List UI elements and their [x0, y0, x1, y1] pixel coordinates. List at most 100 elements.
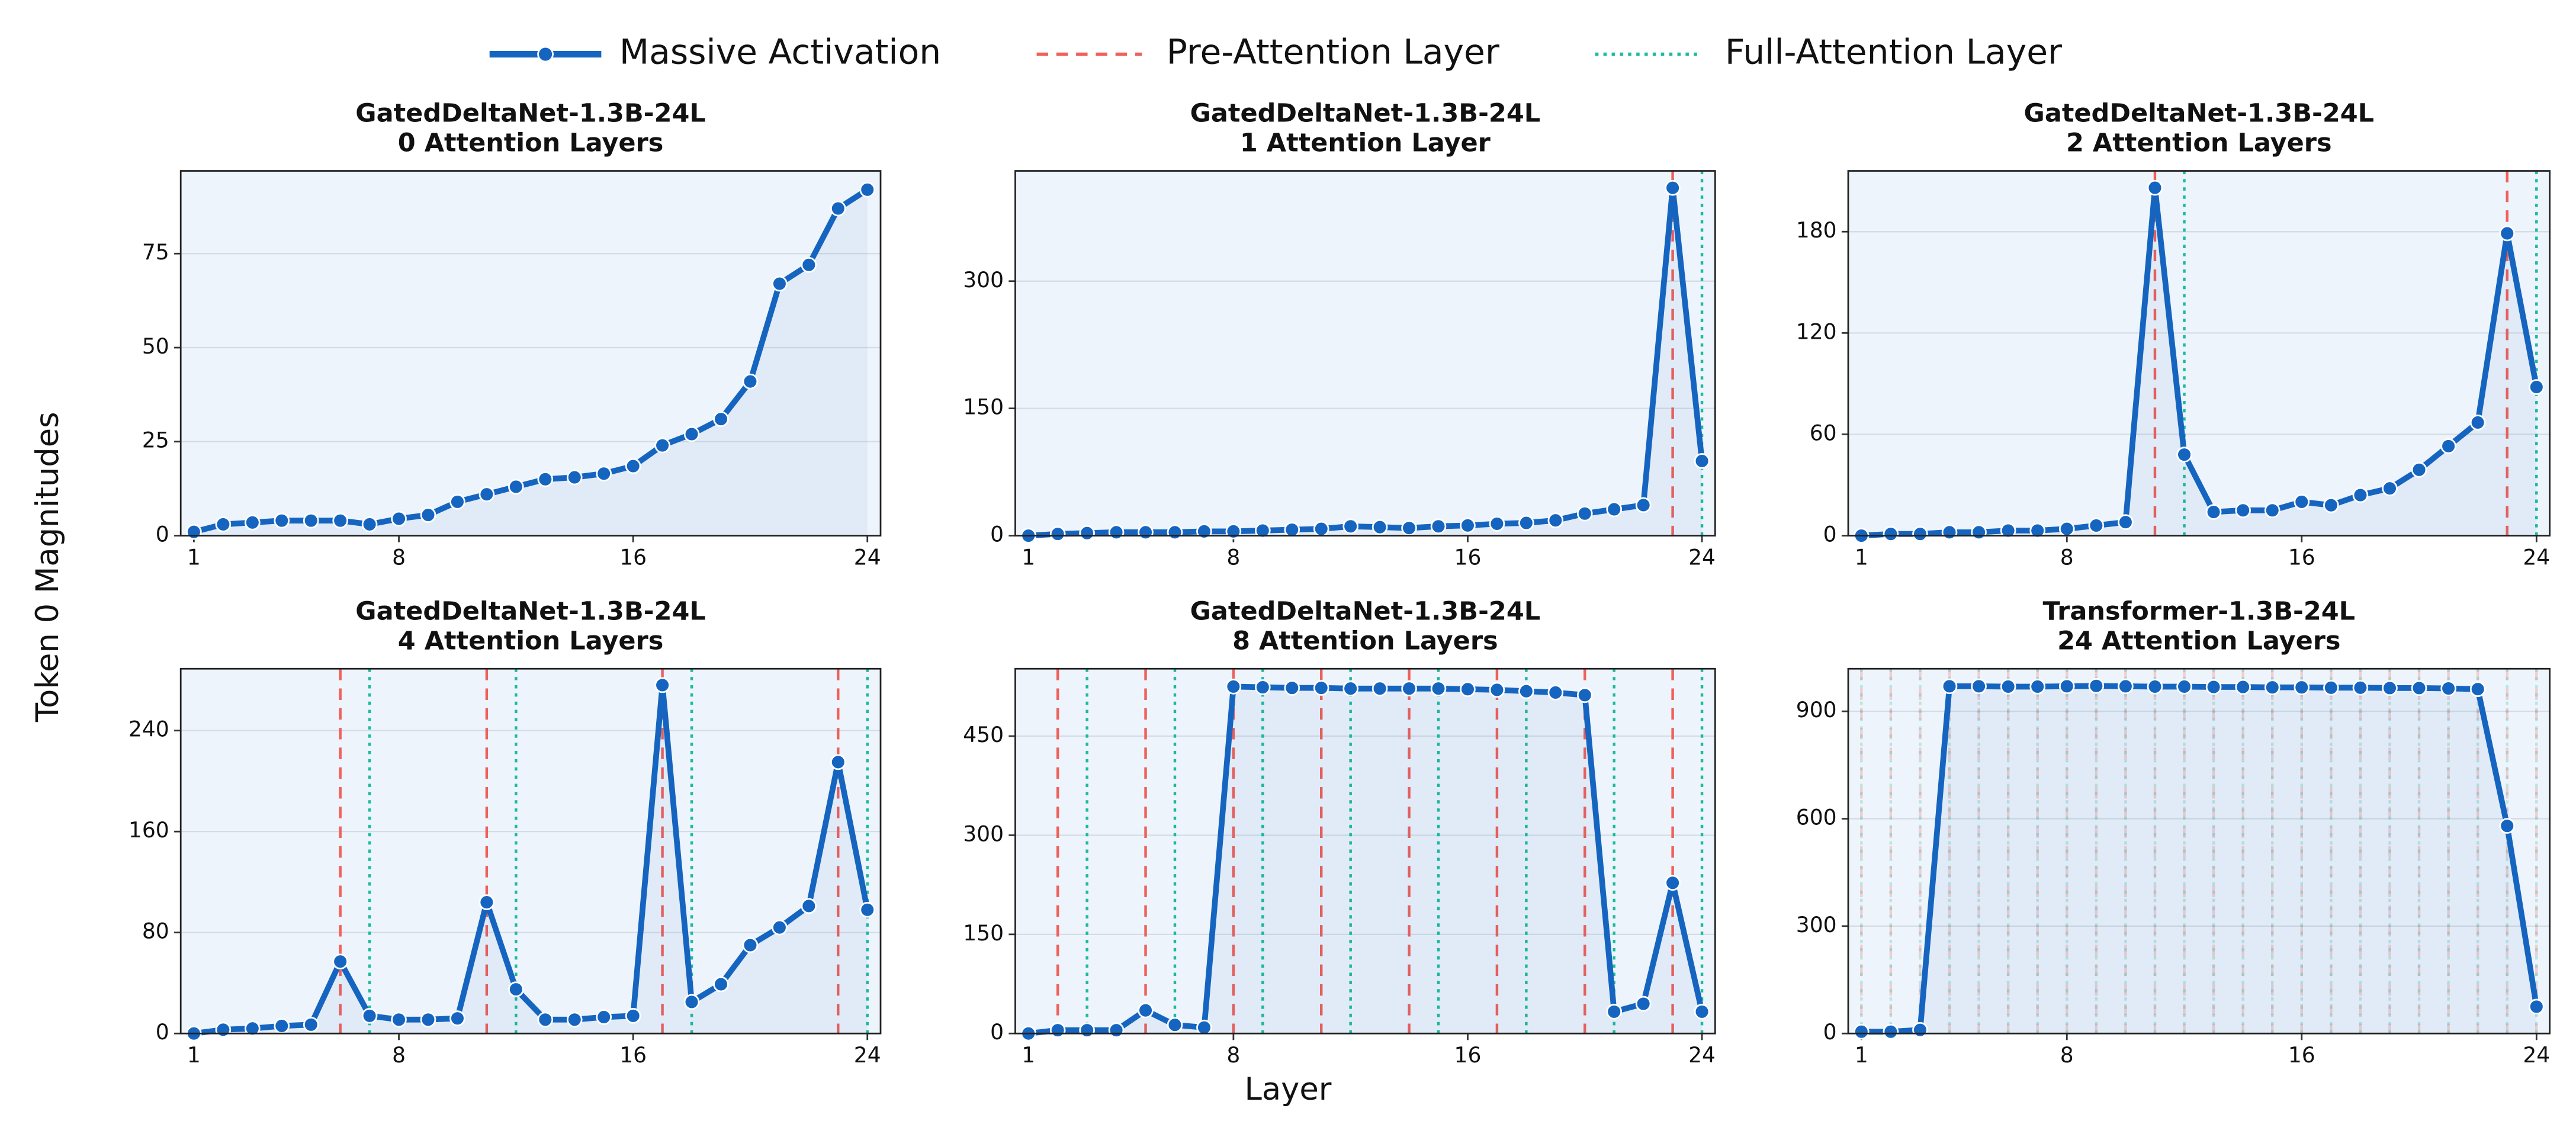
marker — [1576, 505, 1593, 522]
marker — [2411, 461, 2427, 478]
x-tick-label: 24 — [2523, 545, 2550, 570]
plot-frame — [1847, 667, 2551, 1035]
y-tick-label: 0 — [990, 1020, 1004, 1045]
marker — [1912, 526, 1928, 542]
marker — [1371, 519, 1388, 535]
marker — [596, 465, 612, 482]
marker — [1167, 1017, 1183, 1033]
y-axis-label: Token 0 Magnitudes — [30, 412, 66, 722]
marker — [537, 471, 554, 487]
marker — [1430, 680, 1447, 697]
marker — [2411, 680, 2427, 696]
marker — [1255, 679, 1271, 695]
x-tick-label: 16 — [1454, 545, 1482, 570]
marker — [801, 898, 817, 914]
marker — [2323, 497, 2339, 513]
chart-subtitle: 24 Attention Layers — [2057, 626, 2340, 656]
y-tick-label: 0 — [156, 522, 169, 547]
y-tick-label: 900 — [1796, 698, 1837, 722]
marker — [1401, 520, 1417, 536]
marker — [2528, 998, 2545, 1015]
x-tick-label: 16 — [619, 545, 647, 570]
x-tick-label: 16 — [1454, 1043, 1482, 1068]
plot-background — [1015, 171, 1716, 536]
legend-label: Massive Activation — [619, 32, 941, 72]
marker — [566, 469, 583, 486]
y-tick-label: 80 — [142, 919, 169, 944]
marker — [332, 953, 348, 970]
marker — [361, 516, 378, 532]
marker — [859, 181, 876, 198]
y-tick-label: 75 — [142, 240, 169, 265]
marker — [1912, 1022, 1928, 1038]
marker — [683, 426, 700, 442]
marker — [1313, 680, 1329, 696]
marker — [1196, 1019, 1212, 1036]
marker — [508, 981, 524, 997]
y-tick-label: 50 — [142, 334, 169, 359]
plot-frame — [1014, 170, 1716, 537]
y-tick-label: 150 — [963, 395, 1004, 420]
marker — [2264, 502, 2281, 519]
chart-title: GatedDeltaNet-1.3B-24L — [1190, 596, 1541, 626]
marker — [625, 458, 641, 474]
marker — [2147, 179, 2163, 196]
marker — [1225, 679, 1242, 695]
marker — [2205, 504, 2222, 520]
x-tick-label: 8 — [2060, 545, 2074, 570]
y-tick-label: 25 — [142, 428, 169, 453]
x-tick-label: 8 — [392, 1043, 406, 1068]
marker — [303, 1016, 319, 1033]
marker — [2058, 521, 2075, 537]
marker — [2382, 680, 2398, 696]
marker — [1430, 518, 1447, 535]
marker — [1255, 522, 1271, 539]
area — [1028, 686, 1703, 1034]
chart-subtitle: 1 Attention Layer — [1240, 129, 1491, 158]
x-tick-label: 1 — [187, 1043, 201, 1068]
marker — [2118, 514, 2134, 531]
x-tick-label: 16 — [2288, 545, 2315, 570]
marker — [1854, 1023, 1870, 1040]
marker — [2000, 522, 2016, 539]
marker — [2088, 677, 2105, 694]
marker — [742, 373, 759, 390]
marker — [2118, 678, 2134, 695]
y-tick-label: 0 — [990, 522, 1004, 547]
marker — [772, 275, 788, 292]
marker — [830, 200, 846, 217]
marker — [2235, 502, 2251, 519]
marker — [1547, 512, 1564, 529]
y-tick-label: 300 — [963, 268, 1004, 293]
marker — [1665, 875, 1681, 891]
marker — [1576, 687, 1593, 704]
chart-title: GatedDeltaNet-1.3B-24L — [355, 596, 706, 626]
marker — [1284, 522, 1300, 538]
y-tick-label: 450 — [963, 722, 1004, 747]
marker — [2294, 679, 2310, 695]
marker — [332, 512, 348, 529]
marker — [244, 1020, 261, 1036]
marker — [1489, 516, 1505, 532]
x-tick-label: 1 — [1022, 1043, 1035, 1068]
marker — [2264, 679, 2281, 695]
marker — [186, 523, 202, 540]
marker — [2205, 679, 2222, 695]
marker — [1460, 518, 1476, 534]
marker — [1971, 524, 1987, 541]
marker — [478, 894, 495, 910]
chart-subtitle: 2 Attention Layers — [2066, 129, 2332, 158]
marker — [420, 1011, 436, 1028]
marker — [2147, 679, 2163, 695]
marker — [1108, 524, 1125, 541]
marker — [1635, 995, 1652, 1012]
marker — [1401, 680, 1417, 697]
marker — [596, 1009, 612, 1025]
marker — [859, 902, 876, 918]
x-tick-label: 24 — [854, 1043, 881, 1068]
marker — [1941, 524, 1958, 541]
marker — [2528, 379, 2545, 395]
x-tick-label: 24 — [2523, 1043, 2550, 1068]
marker — [1284, 680, 1300, 696]
